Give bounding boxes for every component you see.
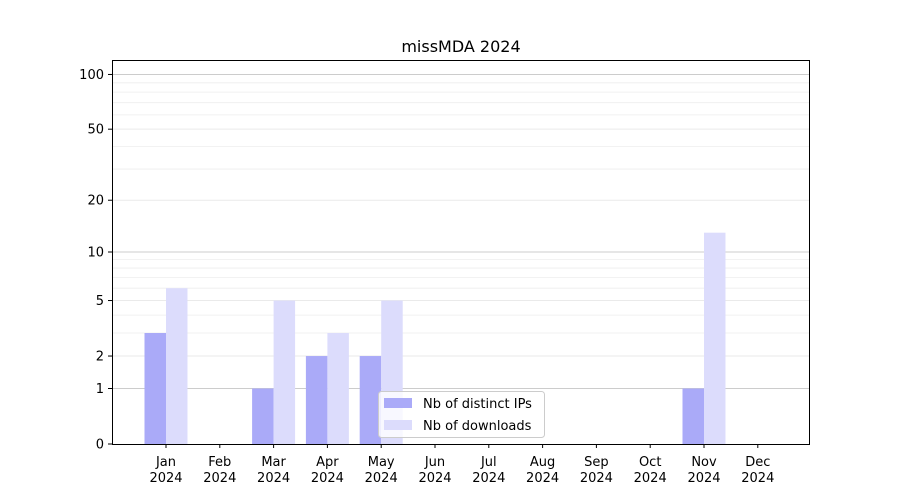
y-tick-label: 100	[79, 68, 104, 83]
y-tick-label: 50	[87, 123, 104, 138]
x-tick-label-year: 2024	[149, 471, 182, 486]
x-tick-label-year: 2024	[526, 471, 559, 486]
x-tick-label-year: 2024	[472, 471, 505, 486]
bar-distinct-ips	[305, 356, 328, 444]
x-tick-label-month: Apr	[316, 455, 339, 470]
x-axis-ticks: Jan2024Feb2024Mar2024Apr2024May2024Jun20…	[149, 444, 774, 486]
x-tick-label-month: Sep	[584, 455, 609, 470]
bar-distinct-ips	[144, 332, 166, 444]
bar-downloads	[327, 332, 349, 444]
legend-box	[378, 391, 545, 438]
x-tick-label-month: Aug	[530, 455, 555, 470]
y-axis-ticks: 0 1 2 5 10 20 50 100	[79, 68, 112, 453]
bar-distinct-ips	[359, 356, 382, 444]
x-tick-label-month: Dec	[745, 455, 770, 470]
x-tick-label-month: Jan	[155, 455, 176, 470]
y-tick-label: 2	[96, 350, 104, 365]
x-tick-label-year: 2024	[741, 471, 774, 486]
x-tick-label-month: Feb	[208, 455, 231, 470]
x-tick-label-year: 2024	[311, 471, 344, 486]
x-tick-label-month: Mar	[261, 455, 286, 470]
plot-frame	[112, 60, 810, 445]
x-tick-label-month: Oct	[639, 455, 661, 470]
y-tick-label: 5	[96, 294, 104, 309]
chart-title: missMDA 2024	[401, 37, 520, 56]
x-tick-label-month: Nov	[691, 455, 717, 470]
x-tick-label-year: 2024	[580, 471, 613, 486]
x-tick-label-year: 2024	[203, 471, 236, 486]
x-tick-label-year: 2024	[634, 471, 667, 486]
bar-distinct-ips	[682, 388, 704, 444]
y-tick-label: 20	[87, 194, 104, 209]
axes	[112, 60, 810, 445]
legend-swatch-distinct-ips	[384, 398, 412, 408]
legend-label-distinct-ips: Nb of distinct IPs	[423, 397, 532, 412]
x-tick-label-month: May	[368, 455, 395, 470]
y-tick-label: 0	[96, 438, 104, 453]
x-tick-label-year: 2024	[418, 471, 451, 486]
legend: Nb of distinct IPs Nb of downloads	[378, 391, 545, 438]
y-tick-label: 1	[96, 382, 104, 397]
x-tick-label-year: 2024	[365, 471, 398, 486]
bar-downloads	[273, 300, 296, 444]
legend-swatch-downloads	[384, 420, 412, 430]
bar-downloads	[704, 232, 726, 444]
x-tick-label-month: Jul	[480, 455, 497, 470]
x-tick-label-month: Jun	[424, 455, 445, 470]
bar-downloads	[166, 288, 188, 444]
legend-label-downloads: Nb of downloads	[423, 419, 532, 434]
x-tick-label-year: 2024	[257, 471, 290, 486]
y-tick-label: 10	[87, 246, 104, 261]
x-tick-label-year: 2024	[687, 471, 720, 486]
bar-distinct-ips	[252, 388, 274, 444]
